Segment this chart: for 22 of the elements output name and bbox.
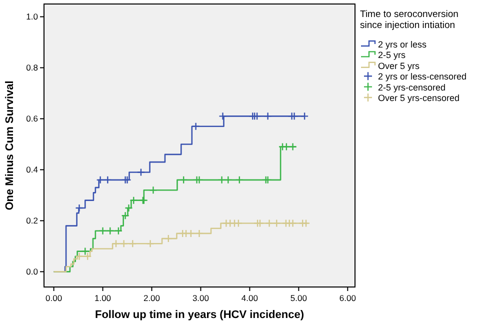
legend-label: Over 5 yrs <box>378 60 420 71</box>
x-tick-label: 6.00 <box>339 293 356 303</box>
legend-label: 2 yrs or less <box>378 40 428 50</box>
x-tick-label: 1.00 <box>94 293 112 303</box>
y-tick-label: 0.0 <box>26 266 38 277</box>
y-tick-label: 0.4 <box>26 164 38 175</box>
legend-label: Over 5 yrs-censored <box>378 93 460 103</box>
y-tick-label: 0.6 <box>26 114 38 124</box>
x-axis-title: Follow up time in years (HCV incidence) <box>94 309 304 321</box>
y-tick-label: 1.0 <box>26 12 38 22</box>
y-tick-label: 0.2 <box>26 216 38 226</box>
x-tick-label: 2.00 <box>143 293 160 303</box>
y-axis-title: One Minus Cum Survival <box>4 80 16 210</box>
x-tick-label: 3.00 <box>192 293 210 303</box>
legend-label: 2-5 yrs-censored <box>378 82 446 92</box>
legend-label: 2 yrs or less-censored <box>378 72 467 82</box>
legend-label: 2-5 yrs <box>378 50 406 60</box>
legend-title: Time to seroconversion since injection intiation <box>360 9 458 31</box>
x-tick-label: 5.00 <box>290 293 308 303</box>
x-tick-label: 4.00 <box>241 293 258 303</box>
x-tick-label: 0.00 <box>46 293 62 303</box>
y-tick-label: 0.8 <box>26 62 38 73</box>
